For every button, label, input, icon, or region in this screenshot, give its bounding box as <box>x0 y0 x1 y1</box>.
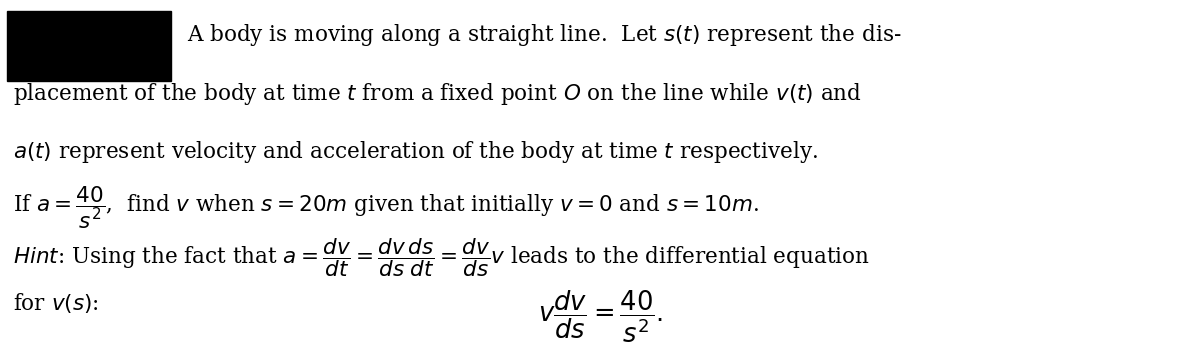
Text: placement of the body at time $t$ from a fixed point $O$ on the line while $v(t): placement of the body at time $t$ from a… <box>13 81 862 107</box>
Text: for $v(s)$:: for $v(s)$: <box>13 291 100 315</box>
Text: $\mathit{Hint}$: Using the fact that $a = \dfrac{dv}{dt} = \dfrac{dv\,ds}{ds\;dt: $\mathit{Hint}$: Using the fact that $a … <box>13 236 870 279</box>
Text: $v\dfrac{dv}{ds} = \dfrac{40}{s^2}.$: $v\dfrac{dv}{ds} = \dfrac{40}{s^2}.$ <box>538 288 662 345</box>
Text: If $a = \dfrac{40}{s^2}$,  find $v$ when $s = 20m$ given that initially $v = 0$ : If $a = \dfrac{40}{s^2}$, find $v$ when … <box>13 184 760 231</box>
FancyBboxPatch shape <box>7 11 172 81</box>
Text: A body is moving along a straight line.  Let $s(t)$ represent the dis-: A body is moving along a straight line. … <box>187 23 901 49</box>
Text: $a(t)$ represent velocity and acceleration of the body at time $t$ respectively.: $a(t)$ represent velocity and accelerati… <box>13 139 818 165</box>
